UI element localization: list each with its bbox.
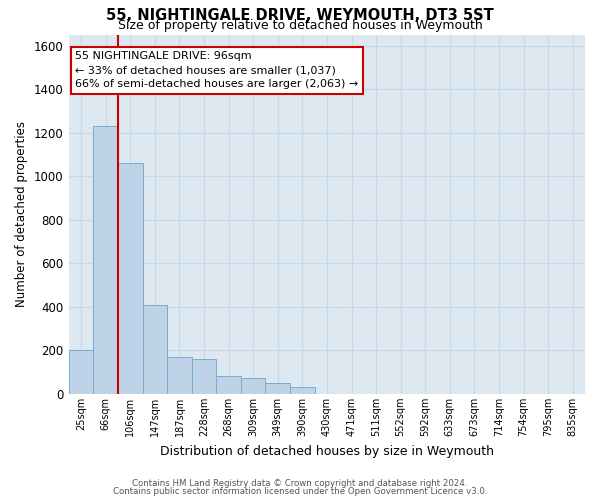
Text: 55 NIGHTINGALE DRIVE: 96sqm
← 33% of detached houses are smaller (1,037)
66% of : 55 NIGHTINGALE DRIVE: 96sqm ← 33% of det… bbox=[75, 51, 358, 89]
Bar bbox=[290, 388, 314, 394]
Text: Contains public sector information licensed under the Open Government Licence v3: Contains public sector information licen… bbox=[113, 487, 487, 496]
Bar bbox=[217, 376, 241, 394]
Bar bbox=[192, 359, 217, 394]
Bar bbox=[69, 350, 94, 394]
Bar bbox=[241, 378, 265, 394]
Y-axis label: Number of detached properties: Number of detached properties bbox=[15, 122, 28, 308]
Bar bbox=[265, 383, 290, 394]
Text: Contains HM Land Registry data © Crown copyright and database right 2024.: Contains HM Land Registry data © Crown c… bbox=[132, 478, 468, 488]
Bar bbox=[94, 126, 118, 394]
Bar bbox=[167, 357, 192, 394]
X-axis label: Distribution of detached houses by size in Weymouth: Distribution of detached houses by size … bbox=[160, 444, 494, 458]
Bar bbox=[118, 164, 143, 394]
Text: 55, NIGHTINGALE DRIVE, WEYMOUTH, DT3 5ST: 55, NIGHTINGALE DRIVE, WEYMOUTH, DT3 5ST bbox=[106, 8, 494, 22]
Text: Size of property relative to detached houses in Weymouth: Size of property relative to detached ho… bbox=[118, 18, 482, 32]
Bar bbox=[143, 304, 167, 394]
